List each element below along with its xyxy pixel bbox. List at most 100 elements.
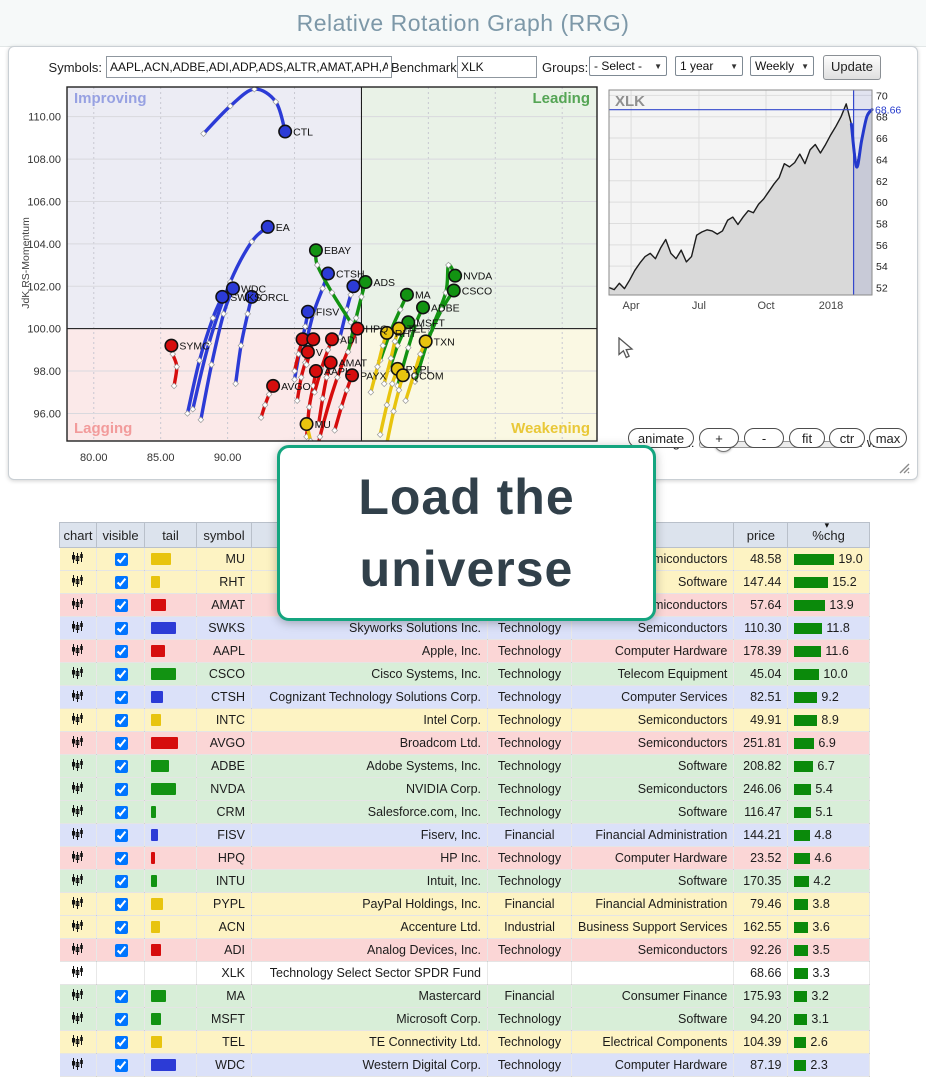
ctr-button[interactable]: ctr — [829, 428, 865, 448]
chart-cell[interactable] — [59, 869, 97, 893]
rrg-dot-MU[interactable] — [299, 417, 314, 432]
fit-button[interactable]: fit — [789, 428, 825, 448]
symbol-cell[interactable]: RHT — [196, 570, 252, 594]
rrg-dot-unlabeled[interactable] — [306, 332, 321, 347]
symbol-cell[interactable]: CRM — [196, 800, 252, 824]
chart-cell[interactable] — [59, 892, 97, 916]
chart-cell[interactable] — [59, 1007, 97, 1031]
chart-icon[interactable] — [71, 712, 84, 726]
rrg-dot-NVDA[interactable] — [448, 268, 463, 283]
symbol-cell[interactable]: PYPL — [196, 892, 252, 916]
symbol-cell[interactable]: FISV — [196, 823, 252, 847]
rrg-dot-SWKS[interactable] — [215, 289, 230, 304]
col-tail[interactable]: tail — [144, 522, 197, 548]
visible-checkbox[interactable] — [114, 713, 128, 727]
chart-icon[interactable] — [71, 666, 84, 680]
symbol-cell[interactable]: XLK — [196, 961, 252, 985]
col-chg[interactable]: ▾ %chg — [787, 520, 870, 548]
visible-checkbox[interactable] — [114, 874, 128, 888]
chart-icon[interactable] — [71, 643, 84, 657]
rrg-chart[interactable]: 96.00 98.00 100.00 102.00 104.00 106.00 108.00… — [19, 85, 601, 467]
rrg-dot-PAYX[interactable] — [345, 368, 360, 383]
symbol-cell[interactable]: ADI — [196, 938, 252, 962]
chart-icon[interactable] — [71, 758, 84, 772]
symbols-input[interactable] — [106, 56, 392, 78]
rrg-dot-AAPL[interactable] — [308, 364, 323, 379]
chart-icon[interactable] — [71, 873, 84, 887]
chart-cell[interactable] — [59, 938, 97, 962]
chart-icon[interactable] — [71, 988, 84, 1002]
chart-icon[interactable] — [71, 574, 84, 588]
chart-cell[interactable] — [59, 754, 97, 778]
chart-cell[interactable] — [59, 685, 97, 709]
visible-checkbox[interactable] — [114, 989, 128, 1003]
rrg-dot-ORCL[interactable] — [244, 289, 259, 304]
visible-checkbox[interactable] — [114, 621, 128, 635]
chart-icon[interactable] — [71, 597, 84, 611]
chart-cell[interactable] — [59, 984, 97, 1008]
chart-cell[interactable] — [59, 915, 97, 939]
rrg-dot-MA[interactable] — [399, 287, 414, 302]
rrg-dot-WDC[interactable] — [225, 281, 240, 296]
symbol-cell[interactable]: AVGO — [196, 731, 252, 755]
visible-checkbox[interactable] — [114, 690, 128, 704]
col-symbol[interactable]: symbol — [196, 522, 252, 548]
benchmark-input[interactable] — [457, 56, 537, 78]
visible-checkbox[interactable] — [114, 897, 128, 911]
visible-checkbox[interactable] — [114, 552, 128, 566]
symbol-cell[interactable]: NVDA — [196, 777, 252, 801]
rrg-dot-HPQ[interactable] — [350, 321, 365, 336]
chart-cell[interactable] — [59, 616, 97, 640]
rrg-dot-CTL[interactable] — [278, 124, 293, 139]
visible-checkbox[interactable] — [114, 805, 128, 819]
zoom-out-button[interactable]: - — [744, 428, 784, 448]
visible-checkbox[interactable] — [114, 1012, 128, 1026]
chart-icon[interactable] — [71, 804, 84, 818]
chart-icon[interactable] — [71, 735, 84, 749]
symbol-cell[interactable]: INTU — [196, 869, 252, 893]
interval-select[interactable]: Weekly ▼ — [750, 56, 814, 76]
chart-icon[interactable] — [71, 965, 84, 979]
chart-icon[interactable] — [71, 850, 84, 864]
chart-cell[interactable] — [59, 593, 97, 617]
chart-cell[interactable] — [59, 846, 97, 870]
symbol-cell[interactable]: SWKS — [196, 616, 252, 640]
chart-cell[interactable] — [59, 1030, 97, 1054]
visible-checkbox[interactable] — [114, 667, 128, 681]
chart-icon[interactable] — [71, 896, 84, 910]
chart-icon[interactable] — [71, 689, 84, 703]
chart-cell[interactable] — [59, 708, 97, 732]
rrg-dot-CTSH[interactable] — [320, 266, 335, 281]
symbol-cell[interactable]: AMAT — [196, 593, 252, 617]
symbol-cell[interactable]: MA — [196, 984, 252, 1008]
symbol-cell[interactable]: ADBE — [196, 754, 252, 778]
chart-cell[interactable] — [59, 570, 97, 594]
rrg-dot-ADI[interactable] — [324, 332, 339, 347]
rrg-dot-ADS[interactable] — [358, 275, 373, 290]
visible-checkbox[interactable] — [114, 920, 128, 934]
visible-checkbox[interactable] — [114, 1035, 128, 1049]
benchmark-price-chart[interactable]: 52 54 56 58 60 62 64 66 68 70 Apr Jul Oct 2018 68.66 XL… — [607, 85, 919, 311]
rrg-dot-AMAT[interactable] — [323, 355, 338, 370]
visible-checkbox[interactable] — [114, 828, 128, 842]
rrg-dot-RHT[interactable] — [379, 325, 394, 340]
chart-icon[interactable] — [71, 1011, 84, 1025]
zoom-in-button[interactable]: + — [699, 428, 739, 448]
col-visible[interactable]: visible — [96, 522, 145, 548]
groups-select[interactable]: - Select - ▼ — [589, 56, 667, 76]
chart-cell[interactable] — [59, 731, 97, 755]
chart-cell[interactable] — [59, 961, 97, 985]
visible-checkbox[interactable] — [114, 575, 128, 589]
rrg-dot-V[interactable] — [300, 344, 315, 359]
resize-handle[interactable] — [897, 461, 910, 474]
visible-checkbox[interactable] — [114, 943, 128, 957]
symbol-cell[interactable]: CSCO — [196, 662, 252, 686]
rrg-dot-ADBE[interactable] — [416, 300, 431, 315]
chart-icon[interactable] — [71, 919, 84, 933]
chart-cell[interactable] — [59, 547, 97, 571]
rrg-dot-SYMC[interactable] — [164, 338, 179, 353]
visible-checkbox[interactable] — [114, 736, 128, 750]
rrg-dot-TEL[interactable] — [391, 321, 406, 336]
chart-cell[interactable] — [59, 662, 97, 686]
visible-checkbox[interactable] — [114, 1058, 128, 1072]
